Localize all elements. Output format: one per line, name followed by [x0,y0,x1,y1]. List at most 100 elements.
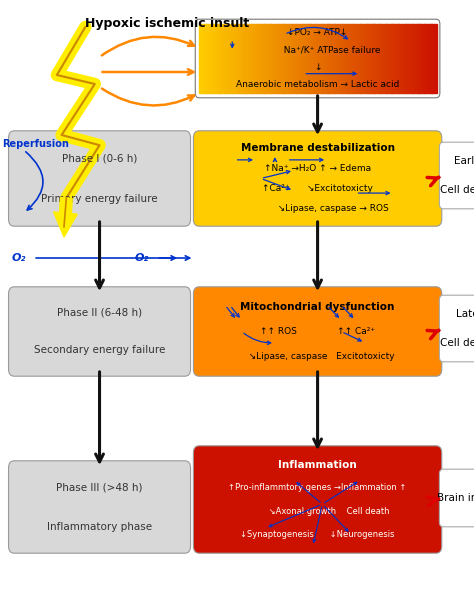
Bar [308,24,311,93]
Text: Hypoxic ischemic insult: Hypoxic ischemic insult [85,17,250,30]
Polygon shape [54,197,77,237]
FancyBboxPatch shape [193,131,442,226]
Bar [220,24,223,93]
Bar [339,24,342,93]
Bar [287,24,290,93]
Bar [218,24,221,93]
Text: Phase I (0-6 h): Phase I (0-6 h) [62,153,137,163]
Bar [367,24,370,93]
Text: Inflammation: Inflammation [278,460,357,470]
Bar [356,24,358,93]
Text: Late: Late [456,309,474,319]
Bar [332,24,335,93]
Bar [422,24,425,93]
Bar [431,24,434,93]
Bar [294,24,297,93]
Bar [299,24,301,93]
Text: ↑Pro-inflammtory genes →Inflammation ↑: ↑Pro-inflammtory genes →Inflammation ↑ [228,484,407,493]
Bar [360,24,363,93]
Bar [320,24,323,93]
Bar [322,24,325,93]
Bar [204,24,207,93]
Bar [410,24,413,93]
Bar [398,24,401,93]
Bar [230,24,233,93]
Bar [216,24,219,93]
Bar [237,24,240,93]
Bar [249,24,252,93]
Bar [427,24,429,93]
Bar [211,24,214,93]
Bar [370,24,373,93]
Bar [405,24,408,93]
Bar [363,24,365,93]
Bar [256,24,259,93]
FancyBboxPatch shape [193,287,442,376]
Text: ↑↑ ROS              ↑↑ Ca²⁺: ↑↑ ROS ↑↑ Ca²⁺ [260,327,375,336]
Bar [199,24,202,93]
Bar [232,24,235,93]
Bar [228,24,230,93]
Bar [313,24,316,93]
Bar [386,24,389,93]
Bar [415,24,418,93]
Bar [268,24,271,93]
Bar [372,24,375,93]
Bar [327,24,330,93]
Text: O₂: O₂ [135,253,149,263]
Bar [315,24,318,93]
Text: ↓: ↓ [314,62,321,71]
Bar [282,24,285,93]
FancyBboxPatch shape [439,295,474,362]
Bar [318,24,320,93]
FancyBboxPatch shape [439,142,474,209]
Text: Early: Early [454,156,474,166]
Bar [225,24,228,93]
Text: Primary energy failure: Primary energy failure [41,194,158,204]
Bar [254,24,256,93]
Bar [389,24,392,93]
Bar [206,24,209,93]
Bar [275,24,278,93]
Bar [280,24,283,93]
Text: O₂: O₂ [12,253,26,263]
Bar [408,24,410,93]
Bar [351,24,354,93]
Bar [377,24,380,93]
Bar [341,24,344,93]
Bar [263,24,266,93]
Bar [391,24,394,93]
Text: ↑Na⁺ →H₂O ↑ → Edema: ↑Na⁺ →H₂O ↑ → Edema [264,164,371,173]
Bar [270,24,273,93]
Bar [306,24,309,93]
Text: ↘Lipase, caspase   Excitotoxicty: ↘Lipase, caspase Excitotoxicty [240,352,395,361]
Bar [358,24,361,93]
Bar [403,24,406,93]
FancyBboxPatch shape [193,446,442,553]
Bar [382,24,384,93]
Bar [384,24,387,93]
Text: Anaerobic metabolism → Lactic acid: Anaerobic metabolism → Lactic acid [236,80,399,89]
Bar [348,24,351,93]
Text: ↓PO₂ → ATP↓: ↓PO₂ → ATP↓ [287,28,348,37]
Bar [329,24,332,93]
Text: ↘Axonal growth    Cell death: ↘Axonal growth Cell death [246,506,390,515]
Bar [393,24,396,93]
Bar [223,24,226,93]
Bar [201,24,204,93]
Bar [244,24,247,93]
Bar [325,24,328,93]
Bar [353,24,356,93]
Bar [235,24,237,93]
Bar [419,24,422,93]
Bar [209,24,211,93]
Text: Cell death: Cell death [440,185,474,195]
Bar [412,24,415,93]
Bar [334,24,337,93]
Bar [344,24,346,93]
Text: Inflammatory phase: Inflammatory phase [47,521,152,532]
Bar [273,24,275,93]
Bar [337,24,339,93]
Text: Na⁺/K⁺ ATPase failure: Na⁺/K⁺ ATPase failure [255,46,380,55]
Bar [429,24,432,93]
